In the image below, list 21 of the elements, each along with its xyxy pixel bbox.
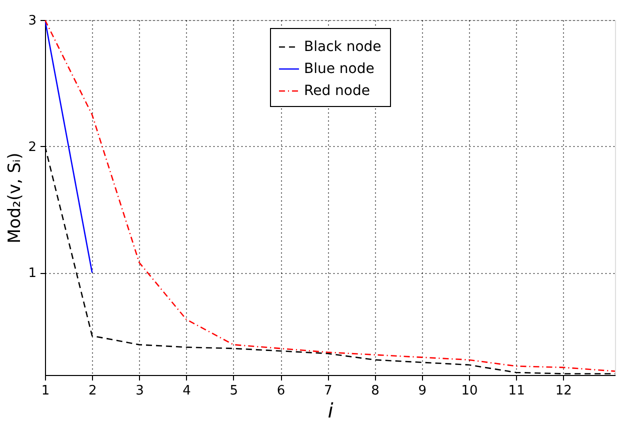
x-tick-label: 2	[88, 384, 97, 398]
x-tick-label: 12	[555, 384, 572, 398]
legend-label: Black node	[304, 39, 382, 55]
x-tick-label: 11	[508, 384, 525, 398]
x-axis-title: i	[328, 398, 334, 422]
x-tick-label: 9	[418, 384, 426, 398]
x-tick-label: 6	[276, 384, 286, 398]
x-tick-label: 1	[41, 384, 50, 398]
y-tick-label: 2	[28, 140, 36, 155]
x-tick-label: 8	[371, 384, 380, 398]
x-tick-label: 3	[136, 384, 144, 398]
y-tick-label: 1	[28, 266, 36, 282]
x-tick-label: 4	[182, 384, 191, 398]
y-tick-label: 3	[28, 14, 36, 28]
legend-label: Red node	[304, 83, 370, 99]
x-tick-label: 10	[461, 384, 478, 398]
line-series	[45, 20, 615, 372]
x-tick-label: 5	[230, 384, 238, 398]
legend-label: Blue node	[304, 61, 374, 77]
y-axis-title: Mod₂(v, Sᵢ)	[5, 152, 26, 244]
x-tick-label: 7	[324, 384, 332, 398]
